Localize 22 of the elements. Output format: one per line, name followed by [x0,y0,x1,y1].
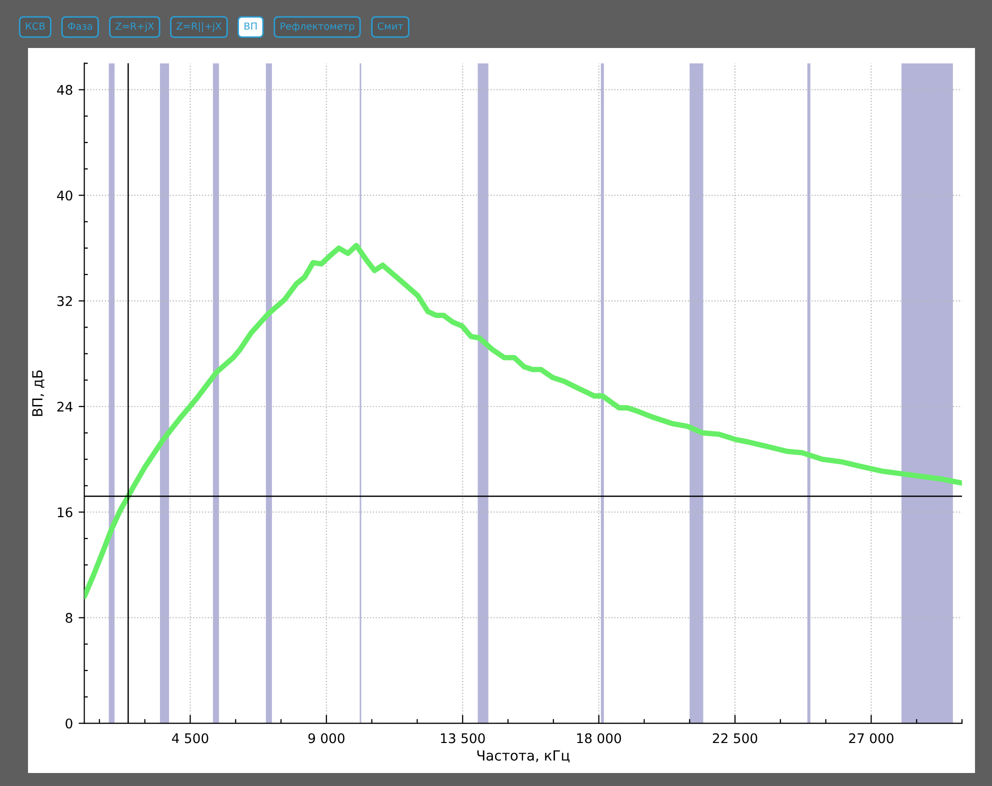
x-tick-label: 22 500 [712,733,758,744]
y-tick-label: 48 [57,84,72,95]
y-tick-label: 40 [57,190,72,200]
text: ВП [244,22,257,30]
y-tick-label: 24 [57,402,72,412]
x-tick-label: 4 500 [172,733,208,744]
y-tick-label: 0 [66,718,72,728]
x-tick-label: 27 000 [849,733,894,744]
text: Z=R+jX [116,22,154,32]
text: КСВ [26,22,45,30]
y-tick-label: 32 [57,296,72,306]
text: Смит [378,22,404,30]
y-tick-label: 8 [66,612,72,623]
x-tick-label: 13 500 [440,733,485,744]
text: Фаза [68,22,92,30]
text: Z=R||+jX [176,22,222,32]
text: Рефлектометр [280,22,354,32]
y-tick-label: 16 [58,507,72,518]
x-tick-label: 18 000 [577,733,622,744]
y-axis-title: ВП, дБ [32,370,44,416]
x-tick-label: 9 000 [308,733,344,744]
x-axis-title: Частота, кГц [477,750,570,762]
